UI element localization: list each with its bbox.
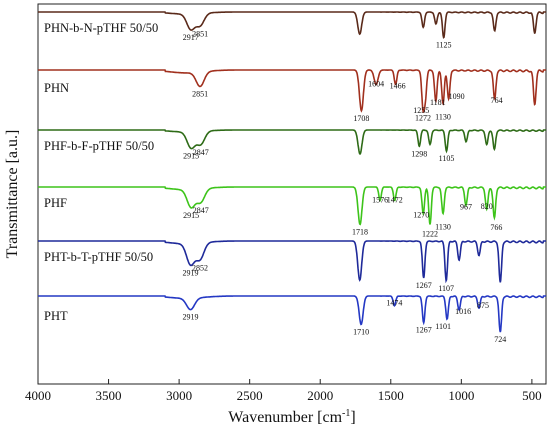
peak-label: 2915	[183, 211, 199, 220]
series-label: PHF	[44, 196, 67, 210]
y-axis-title: Transmittance [a.u.]	[4, 130, 21, 259]
spectrum-line	[38, 11, 546, 39]
series-label: PHT	[44, 309, 68, 323]
peak-label: 2851	[192, 89, 208, 98]
peak-label: 2847	[193, 148, 209, 157]
peak-label: 1267	[416, 281, 432, 290]
peak-label: 820	[481, 202, 493, 211]
peak-label: 1267	[416, 326, 432, 335]
x-axis-title-sup: -1	[342, 408, 350, 419]
peak-label: 1272	[415, 113, 431, 122]
peak-label: 1130	[435, 223, 451, 232]
spectrum-line	[38, 129, 546, 155]
plot-frame	[37, 3, 547, 385]
peak-label: 766	[490, 223, 502, 232]
x-tick-label: 2500	[237, 388, 263, 403]
series-label: PHN	[44, 81, 69, 95]
x-axis-title-main: Wavenumber [cm	[228, 409, 342, 426]
peak-label: 1466	[390, 82, 406, 91]
x-tick-label: 1500	[378, 388, 404, 403]
peak-label: 1125	[436, 41, 452, 50]
peak-label: 2919	[183, 268, 199, 277]
spectrum-line	[38, 240, 546, 284]
peak-label: 1107	[438, 284, 454, 293]
peak-label: 1718	[352, 227, 368, 236]
peak-label: 1255	[413, 106, 429, 115]
peak-label: 1270	[413, 210, 429, 219]
peak-label: 2851	[192, 29, 208, 38]
peak-label: 1090	[449, 92, 465, 101]
x-tick-label: 3000	[166, 388, 192, 403]
series-label: PHT-b-T-pTHF 50/50	[44, 250, 153, 264]
series-labels: PHN-b-N-pTHF 50/50 PHN PHF-b-F-pTHF 50/50 P…	[44, 21, 158, 323]
x-axis-title: Wavenumber [cm-1]	[228, 408, 355, 426]
peak-label: 2919	[183, 313, 199, 322]
x-tick-label: 4000	[25, 388, 51, 403]
peak-label: 967	[460, 202, 472, 211]
x-tick-label: 3500	[96, 388, 122, 403]
peak-label: 1016	[455, 307, 471, 316]
spectrum-line	[38, 295, 546, 333]
peak-label: 1708	[353, 114, 369, 123]
x-axis-title-close: ]	[350, 409, 355, 426]
peak-label: 1604	[368, 79, 384, 88]
peak-label: 1222	[422, 230, 438, 239]
spectrum-line	[38, 69, 546, 113]
spectra-group	[38, 11, 546, 333]
peak-label: 1576	[372, 195, 388, 204]
peak-label: 2847	[193, 206, 209, 215]
peak-label: 1474	[386, 299, 402, 308]
x-tick-label: 500	[522, 388, 542, 403]
peak-label: 1130	[435, 113, 451, 122]
peak-label: 724	[494, 335, 506, 344]
peak-label: 1101	[435, 322, 451, 331]
peak-label: 2915	[183, 152, 199, 161]
peak-label: 1181	[430, 98, 446, 107]
series-label: PHF-b-F-pTHF 50/50	[44, 139, 154, 153]
x-tick-label: 2000	[307, 388, 333, 403]
spectrum-line	[38, 186, 546, 226]
peak-label: 1105	[439, 154, 455, 163]
peak-label: 1710	[353, 328, 369, 337]
peak-label: 2852	[192, 263, 208, 272]
peak-label: 875	[477, 301, 489, 310]
x-axis-ticks: 4000 3500 3000 2500 2000 1500 1000 500	[25, 379, 542, 403]
peak-label: 2917	[183, 33, 199, 42]
peak-label: 764	[491, 96, 503, 105]
x-tick-label: 1000	[448, 388, 474, 403]
peak-label: 1298	[411, 149, 427, 158]
peak-label: 1472	[387, 195, 403, 204]
series-label: PHN-b-N-pTHF 50/50	[44, 21, 158, 35]
